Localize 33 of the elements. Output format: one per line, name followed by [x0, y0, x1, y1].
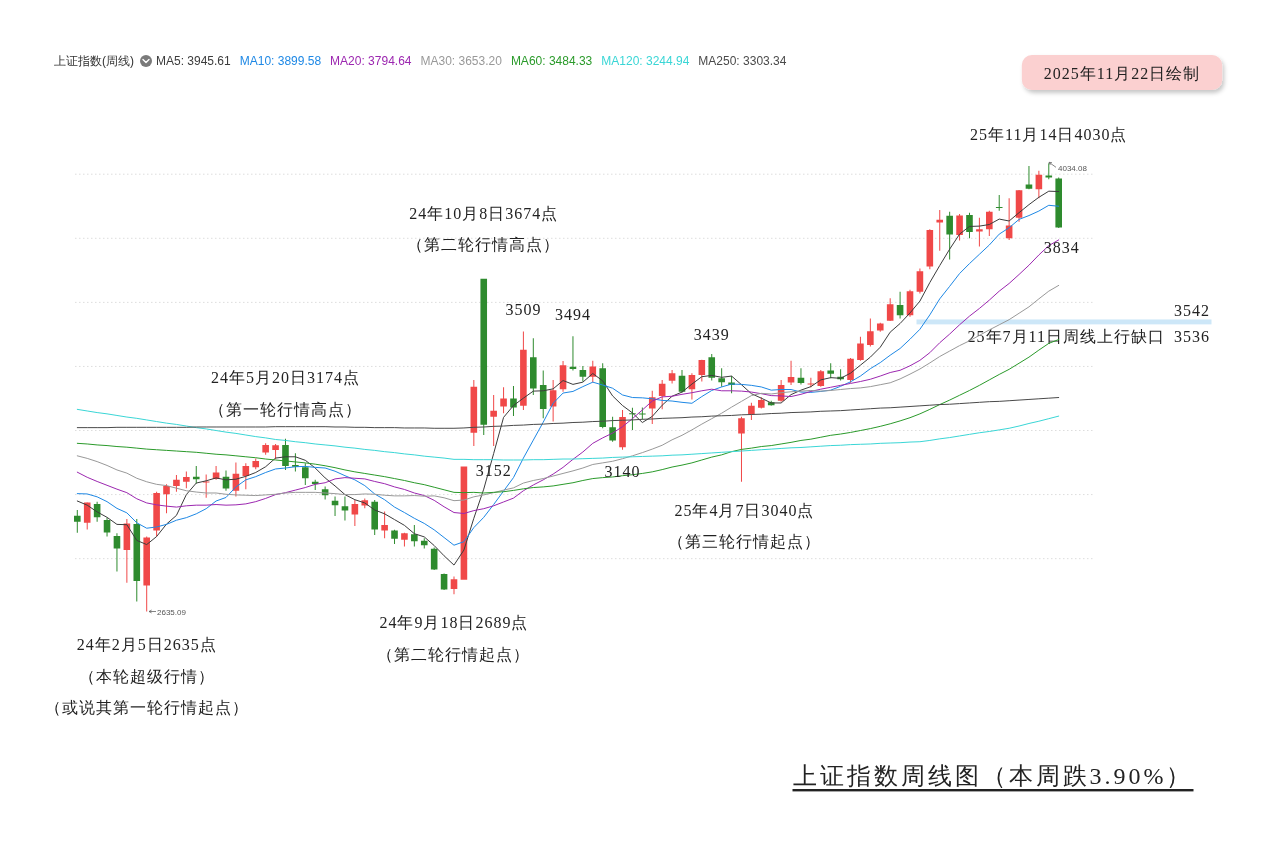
annotation: 3509	[505, 300, 542, 318]
annotation: 3542	[1174, 301, 1210, 319]
annotation: 3536	[1174, 327, 1210, 345]
annotation: （第一轮行情高点）	[208, 400, 362, 417]
text: MA250: 3303.34	[698, 54, 787, 68]
text: （第二轮行情起点）	[377, 645, 531, 663]
text: MA20: 3794.64	[330, 54, 412, 68]
band-label: 25年7月11日周线上行缺口	[967, 327, 1165, 345]
annotation: 4034.08	[1058, 163, 1088, 173]
text: （本轮超级行情）	[78, 667, 215, 684]
annotation: 24年9月18日2689点	[379, 613, 529, 631]
text: 2025年11月22日绘制	[1043, 64, 1201, 81]
annotation: （第三轮行情起点）	[667, 532, 821, 550]
text: MA5: 3945.61	[155, 54, 232, 68]
annotation: 3152	[475, 461, 512, 479]
annotation: 3834	[1043, 238, 1080, 256]
annotation: 2635.09	[157, 607, 187, 616]
annotation: 3494	[554, 305, 591, 323]
annotation: 24年10月8日3674点	[409, 204, 559, 222]
annotation: 25年11月14日4030点	[970, 125, 1128, 143]
text: MA60: 3484.33	[510, 54, 593, 68]
annotation: 24年2月5日2635点	[76, 635, 217, 652]
text: MA120: 3244.94	[601, 54, 690, 68]
text: 上证指数周线图（本周跌3.90%）	[792, 763, 1194, 789]
legend-title: 上证指数(周线)	[54, 54, 134, 68]
annotation: 3439	[693, 325, 730, 343]
annotation: 25年4月7日3040点	[674, 501, 815, 519]
annotation: 24年5月20日3174点	[210, 368, 360, 386]
annotation: （第二轮行情高点）	[407, 235, 561, 253]
text: MA10: 3899.58	[239, 54, 322, 68]
text: （或说其第一轮行情起点）	[44, 698, 249, 715]
annotation: 3140	[604, 462, 641, 480]
text: MA30: 3653.20	[420, 54, 503, 68]
